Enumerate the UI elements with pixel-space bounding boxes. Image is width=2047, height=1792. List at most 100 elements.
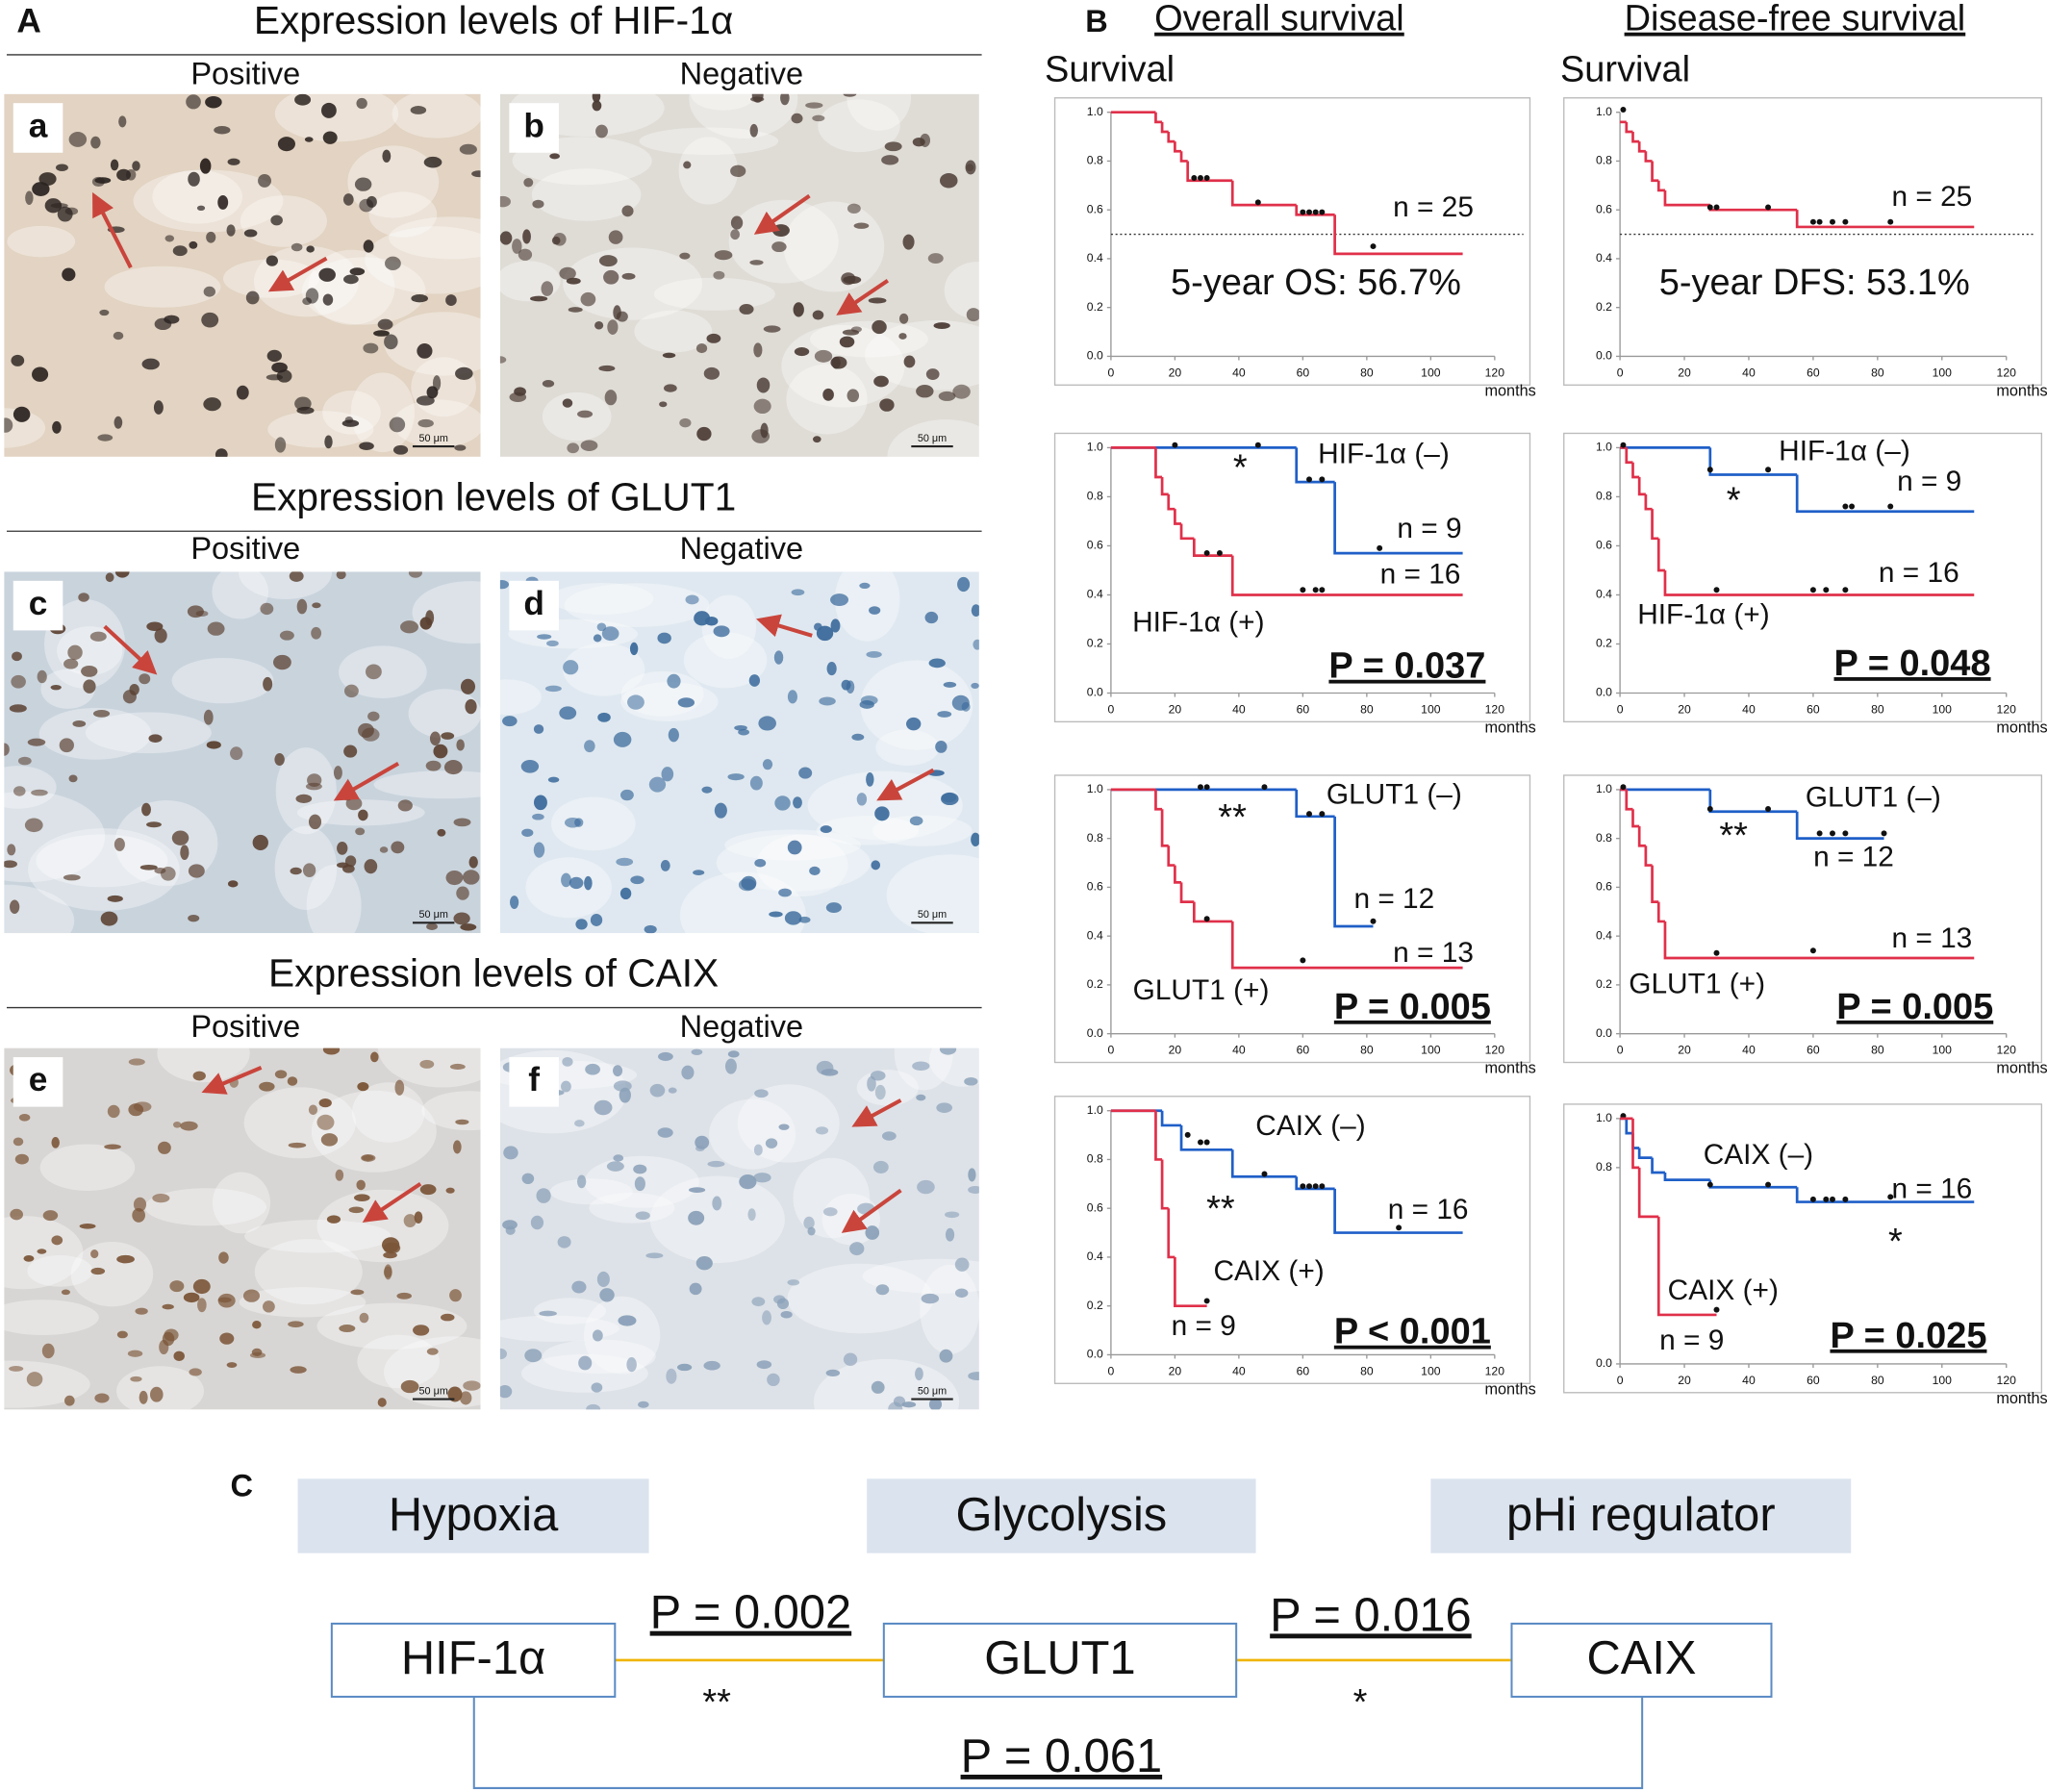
nucleus: [266, 349, 282, 363]
censor-mark: [1198, 784, 1203, 791]
nucleus: [559, 706, 577, 720]
censor-mark: [1300, 209, 1306, 215]
x-tick-label: 20: [1678, 1044, 1691, 1057]
chart-frame: [1563, 774, 2043, 1064]
km-step: [1160, 477, 1169, 496]
nucleus: [14, 1153, 29, 1165]
nucleus: [270, 215, 283, 226]
nucleus: [791, 113, 803, 124]
km-step: [1644, 151, 1653, 163]
censor-mark: [1254, 442, 1261, 448]
nucleus: [562, 398, 573, 408]
nucleus: [750, 96, 765, 102]
y-tick-label: 1.0: [1087, 782, 1103, 795]
tissue: [104, 265, 221, 308]
nucleus: [383, 1266, 392, 1278]
x-tick-label: 100: [1933, 1374, 1953, 1387]
censor-mark: [1172, 442, 1178, 448]
nucleus: [544, 685, 562, 693]
x-tick-label: 60: [1297, 366, 1310, 379]
nucleus: [601, 626, 619, 642]
y-tick-label: 0.4: [1087, 588, 1103, 601]
nucleus: [599, 1288, 615, 1302]
nucleus: [703, 1360, 720, 1371]
nucleus: [105, 572, 114, 583]
annotation: *: [1888, 1222, 1903, 1262]
nucleus: [377, 318, 393, 330]
nucleus: [419, 1059, 435, 1069]
nucleus: [162, 1303, 174, 1310]
nucleus: [813, 436, 821, 443]
nucleus: [199, 158, 212, 174]
nucleus: [288, 1321, 304, 1327]
nucleus: [271, 362, 288, 373]
nucleus: [308, 1104, 318, 1116]
km-step: [1160, 1159, 1169, 1210]
nucleus: [25, 190, 34, 206]
nucleus: [251, 1348, 263, 1356]
nucleus: [192, 1278, 211, 1295]
censor-mark: [1887, 1194, 1894, 1200]
nucleus: [747, 1208, 756, 1222]
nucleus: [302, 863, 316, 878]
micrograph: [4, 93, 481, 457]
column-title: Overall survival: [1154, 0, 1404, 39]
nucleus: [616, 857, 634, 867]
tissue: [944, 262, 979, 319]
nucleus: [595, 124, 608, 139]
nucleus: [116, 168, 131, 181]
nucleus: [592, 1329, 603, 1342]
arrow: [267, 256, 328, 292]
censor-mark: [1261, 1171, 1268, 1177]
y-tick-label: 0.2: [1087, 300, 1103, 314]
nucleus: [7, 844, 16, 856]
nucleus: [939, 1349, 953, 1363]
nucleus: [90, 136, 101, 149]
nucleus: [707, 1160, 725, 1168]
nucleus: [411, 294, 428, 303]
nucleus: [771, 224, 790, 237]
km-step: [1625, 1118, 1633, 1135]
km-step: [1637, 1167, 1659, 1219]
nucleus: [348, 1206, 365, 1214]
nucleus: [274, 1070, 288, 1079]
censor-mark: [1216, 549, 1223, 556]
nucleus: [578, 1355, 593, 1371]
negative-label: Negative: [680, 56, 803, 90]
annotation: n = 9: [1659, 1325, 1724, 1356]
nucleus: [928, 658, 946, 669]
nucleus: [853, 222, 870, 229]
km-step: [1154, 112, 1163, 124]
y-tick-label: 0.4: [1596, 251, 1612, 265]
annotation: **: [1719, 816, 1748, 856]
letter-box: [509, 1057, 559, 1107]
km-step: [1656, 538, 1665, 572]
y-tick-label: 0.6: [1596, 539, 1612, 552]
nucleus: [537, 634, 552, 640]
nucleus: [753, 398, 771, 415]
nucleus: [730, 164, 746, 178]
censor-mark: [1312, 1183, 1319, 1190]
nucleus: [51, 1235, 63, 1246]
nucleus: [31, 789, 48, 796]
nucleus: [730, 229, 741, 240]
y-tick-label: 0.4: [1596, 588, 1612, 601]
nucleus: [884, 141, 902, 152]
x-tick-label: 120: [1997, 702, 2017, 716]
tissue: [392, 93, 481, 139]
tissue: [274, 93, 399, 142]
panel-letter: c: [29, 585, 48, 622]
nucleus: [13, 786, 26, 796]
y-tick-label: 1.0: [1596, 441, 1612, 454]
nucleus: [366, 664, 382, 680]
nucleus: [875, 1284, 890, 1296]
nucleus: [762, 1310, 771, 1325]
nucleus: [945, 1227, 955, 1242]
tissue: [4, 884, 75, 934]
y-tick-label: 0.0: [1087, 349, 1103, 363]
x-tick-label: 20: [1678, 702, 1691, 716]
nucleus: [826, 662, 837, 676]
nucleus: [499, 195, 511, 208]
nucleus: [218, 1251, 229, 1264]
y-tick-label: 0.6: [1596, 202, 1612, 215]
